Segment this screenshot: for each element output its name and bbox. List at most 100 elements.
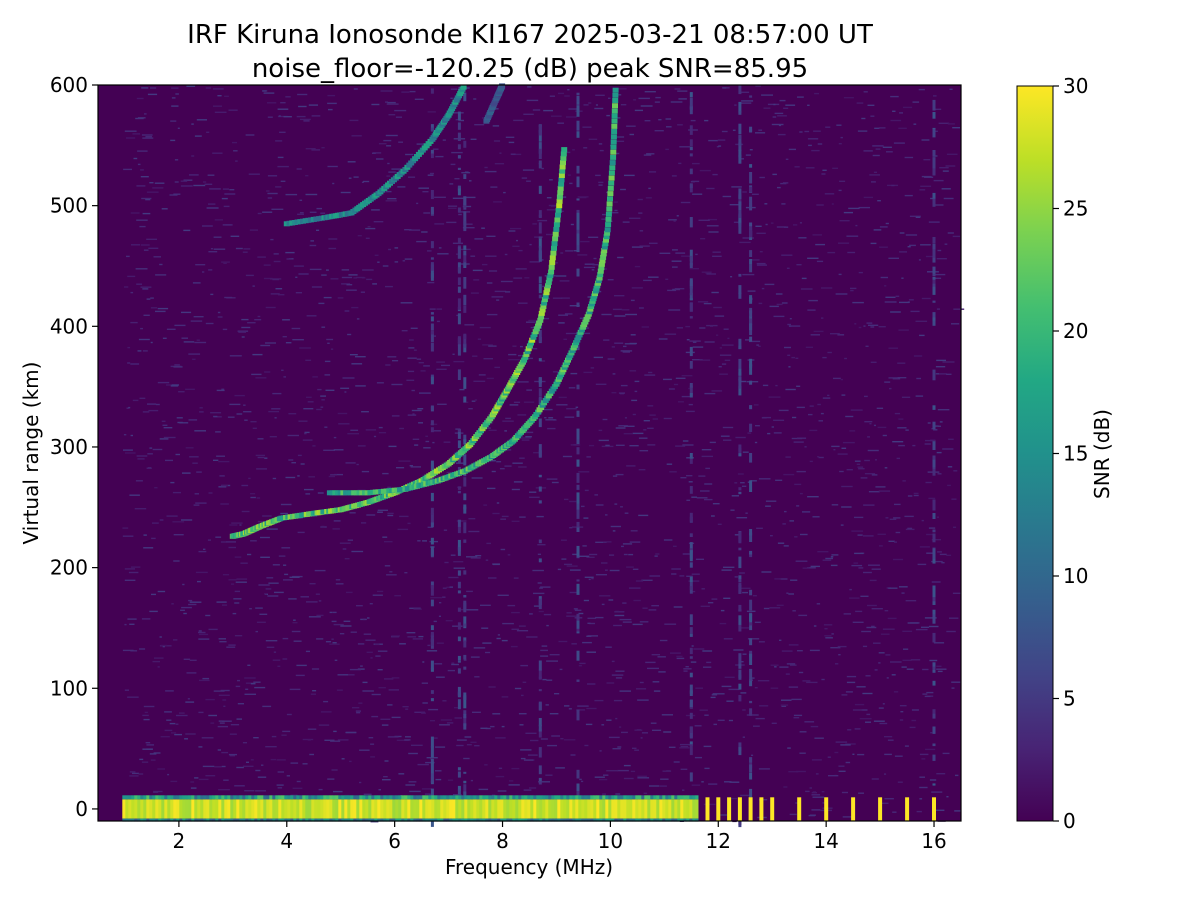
noise-speckle [427,250,432,252]
noise-speckle [658,338,668,340]
noise-speckle [146,191,159,193]
noise-speckle [949,617,959,619]
ground-echo-band [542,795,546,800]
noise-speckle [781,254,793,256]
noise-speckle [485,559,489,561]
noise-speckle [632,747,637,749]
ground-echo-channel [748,797,753,821]
noise-speckle [179,422,189,424]
ground-echo-band [152,818,156,822]
noise-speckle [942,361,955,363]
interference-column [457,525,461,534]
noise-speckle [888,540,895,542]
interference-column [749,172,753,184]
noise-speckle [513,481,523,483]
y-tick-label: 100 [50,676,88,700]
ground-echo-band [356,799,360,819]
ground-echo-band [335,818,339,822]
noise-speckle [921,758,926,760]
noise-speckle [537,582,542,584]
noise-speckle [435,778,442,781]
noise-speckle [796,770,806,773]
noise-speckle [779,639,782,641]
ground-echo-band [386,795,390,800]
noise-speckle [700,605,710,607]
ground-echo-band [374,799,378,819]
interference-column [689,712,693,719]
noise-speckle [430,720,435,722]
echo-trace-cell [550,250,557,256]
noise-speckle [607,358,615,360]
ground-echo-band [263,795,267,800]
noise-speckle [485,727,491,730]
noise-speckle [205,775,216,777]
noise-speckle [127,275,136,278]
noise-speckle [781,650,793,652]
interference-column [463,377,467,389]
noise-speckle [217,725,228,728]
noise-speckle [202,765,215,768]
noise-speckle [478,788,489,791]
ground-echo-band [257,799,261,819]
noise-speckle [453,561,464,563]
ground-echo-band [512,818,516,822]
noise-speckle [163,427,173,429]
noise-speckle [237,703,244,705]
noise-speckle [529,491,537,493]
noise-speckle [716,334,719,336]
interference-column [538,418,542,428]
ground-echo-band [437,799,441,819]
noise-speckle [524,277,530,279]
ground-echo-band [251,818,255,822]
ground-echo-band [638,799,642,819]
interference-column [576,521,580,528]
interference-column [932,754,936,761]
interference-column [689,684,693,694]
noise-speckle [757,680,770,682]
noise-speckle [582,545,587,547]
noise-speckle [868,491,880,493]
ground-echo-band [371,799,375,819]
noise-speckle [834,751,839,754]
noise-speckle [560,738,564,740]
noise-speckle [138,773,144,775]
interference-column [463,477,467,487]
noise-speckle [580,240,590,243]
ground-echo-band [659,795,663,800]
noise-speckle [864,473,876,475]
interference-column [932,314,936,326]
noise-speckle [775,479,783,481]
interference-column [689,393,693,398]
noise-speckle [689,268,699,270]
interference-column [689,656,693,659]
noise-speckle [316,638,324,640]
noise-speckle [615,717,618,720]
noise-speckle [162,337,167,339]
interference-column [538,294,542,299]
echo-trace-cell [574,337,581,343]
noise-speckle [546,197,552,199]
ground-echo-band [197,795,201,800]
noise-speckle [493,563,500,566]
echo-trace-cell [560,155,567,161]
echo-trace-cell [611,118,618,124]
ground-echo-band [677,818,681,822]
noise-speckle [511,628,520,630]
echo-trace-cell [530,334,537,340]
noise-speckle [509,404,519,406]
noise-speckle [257,520,267,523]
noise-speckle [536,515,544,518]
echo-trace-cell [558,181,565,187]
noise-speckle [454,717,462,719]
noise-speckle [494,366,500,369]
noise-speckle [742,709,746,711]
noise-speckle [939,421,943,423]
noise-speckle [264,457,268,459]
interference-column [689,533,693,537]
noise-speckle [639,621,649,623]
noise-speckle [538,781,550,783]
noise-speckle [648,371,653,374]
noise-speckle [282,637,289,640]
noise-speckle [728,719,733,722]
ground-echo-band [530,799,534,819]
